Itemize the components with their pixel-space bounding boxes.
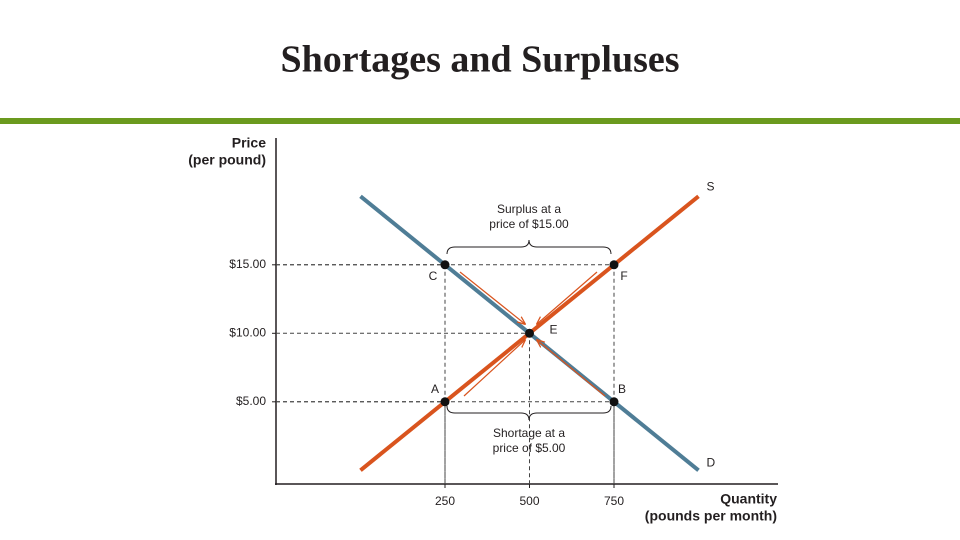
point-label: B [618, 382, 626, 396]
x-axis-subtitle: (pounds per month) [645, 508, 777, 524]
y-tick-label: $10.00 [229, 325, 266, 339]
y-axis-title: Price [232, 135, 266, 151]
arrow [459, 271, 525, 324]
arrow [537, 340, 606, 397]
title-rule [0, 118, 960, 124]
annotation: price of $5.00 [493, 441, 566, 455]
point [440, 260, 450, 270]
annotation: Surplus at a [497, 202, 561, 216]
point-label: F [620, 269, 627, 283]
annotation: price of $15.00 [489, 217, 569, 231]
y-tick-label: $5.00 [236, 394, 266, 408]
x-tick-label: 750 [604, 494, 624, 508]
point-label: A [431, 382, 439, 396]
slide-title: Shortages and Surpluses [280, 39, 679, 81]
x-axis-title: Quantity [720, 491, 777, 507]
curve-label: S [707, 179, 715, 193]
point [609, 260, 619, 270]
point [525, 328, 534, 338]
annotation: Shortage at a [493, 426, 565, 440]
point [609, 397, 619, 407]
brace [446, 405, 612, 421]
y-axis-subtitle: (per pound) [188, 152, 266, 168]
point-label: C [429, 269, 438, 283]
x-tick-label: 250 [435, 494, 455, 508]
arrow [537, 271, 598, 324]
y-tick-label: $15.00 [229, 257, 266, 271]
curve-label: D [707, 455, 716, 469]
point-label: E [549, 322, 557, 336]
arrow [463, 340, 525, 397]
x-tick-label: 500 [519, 494, 539, 508]
point [440, 397, 450, 407]
brace [446, 239, 612, 255]
